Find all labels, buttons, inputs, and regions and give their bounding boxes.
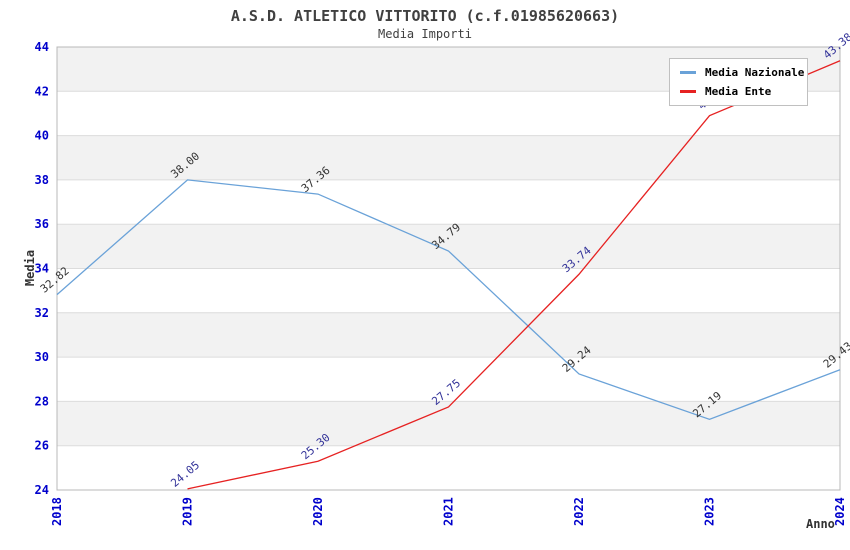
chart-subtitle: Media Importi (378, 27, 472, 41)
x-tick-label: 2024 (833, 497, 847, 526)
x-tick-label: 2019 (181, 497, 195, 526)
plot-band (57, 312, 840, 358)
legend-box: Media Nazionale Media Ente (669, 58, 808, 106)
x-axis-title: Anno (806, 517, 835, 531)
y-tick-label: 42 (35, 84, 49, 98)
legend-swatch (680, 71, 696, 74)
data-label: 24.05 (168, 459, 202, 490)
x-tick-label: 2022 (572, 497, 586, 526)
legend-item: Media Ente (680, 85, 799, 98)
y-tick-label: 34 (35, 262, 49, 276)
y-tick-label: 30 (35, 350, 49, 364)
plot-band (57, 224, 840, 269)
series-line-media-nazionale (56, 179, 841, 421)
plot-band (57, 135, 840, 180)
x-tick-label: 2018 (50, 497, 64, 526)
legend-item: Media Nazionale (680, 66, 804, 79)
x-tick-label: 2021 (442, 497, 456, 526)
y-tick-label: 32 (35, 306, 49, 320)
y-tick-label: 28 (35, 394, 49, 408)
y-tick-label: 26 (35, 439, 49, 453)
y-tick-label: 36 (35, 217, 49, 231)
y-tick-label: 38 (35, 173, 49, 187)
chart-title: A.S.D. ATLETICO VITTORITO (c.f.019856206… (230, 7, 620, 25)
series-line-media-ente (187, 60, 841, 490)
y-tick-label: 40 (35, 129, 49, 143)
plot-frame (56, 46, 841, 491)
legend-swatch (680, 90, 696, 93)
x-tick-label: 2020 (311, 497, 325, 526)
legend-label: Media Nazionale (705, 66, 805, 79)
plot-band (57, 401, 840, 446)
x-tick-label: 2023 (703, 497, 717, 526)
y-tick-label: 44 (35, 40, 49, 54)
y-tick-label: 24 (35, 483, 49, 497)
legend-label: Media Ente (705, 85, 772, 98)
